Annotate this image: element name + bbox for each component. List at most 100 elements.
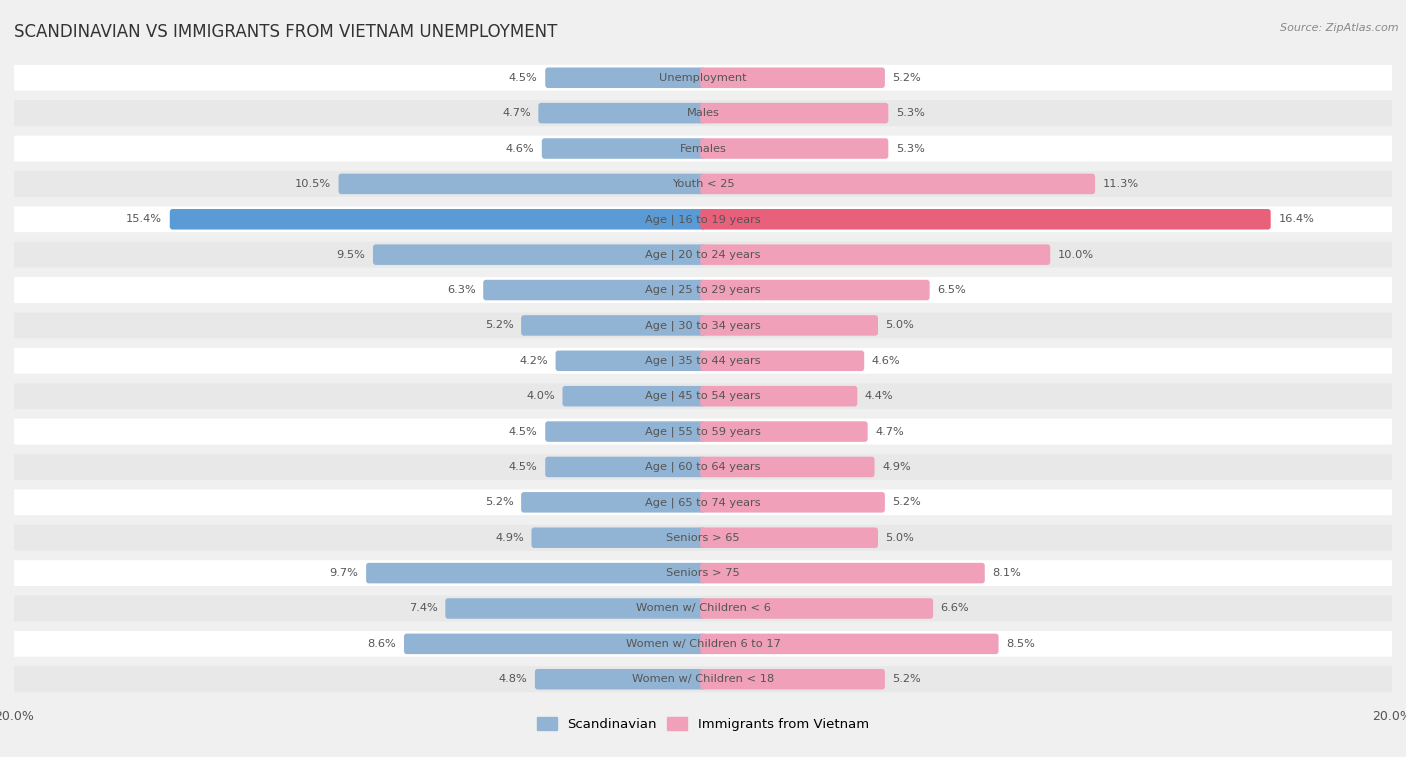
Text: Age | 60 to 64 years: Age | 60 to 64 years (645, 462, 761, 472)
FancyBboxPatch shape (366, 563, 706, 584)
FancyBboxPatch shape (14, 207, 1392, 232)
FancyBboxPatch shape (700, 386, 858, 407)
Text: 5.2%: 5.2% (485, 497, 513, 507)
FancyBboxPatch shape (14, 136, 1392, 161)
Text: 4.6%: 4.6% (872, 356, 900, 366)
Text: 4.2%: 4.2% (519, 356, 548, 366)
FancyBboxPatch shape (700, 598, 934, 618)
FancyBboxPatch shape (14, 454, 1392, 480)
Text: Age | 45 to 54 years: Age | 45 to 54 years (645, 391, 761, 401)
FancyBboxPatch shape (14, 419, 1392, 444)
Text: 5.2%: 5.2% (485, 320, 513, 330)
Text: Age | 25 to 29 years: Age | 25 to 29 years (645, 285, 761, 295)
FancyBboxPatch shape (700, 634, 998, 654)
Text: Unemployment: Unemployment (659, 73, 747, 83)
Text: Age | 55 to 59 years: Age | 55 to 59 years (645, 426, 761, 437)
FancyBboxPatch shape (522, 492, 706, 512)
Text: 11.3%: 11.3% (1102, 179, 1139, 189)
FancyBboxPatch shape (700, 209, 1271, 229)
Text: 4.5%: 4.5% (509, 427, 537, 437)
Text: Seniors > 75: Seniors > 75 (666, 568, 740, 578)
FancyBboxPatch shape (700, 315, 877, 335)
FancyBboxPatch shape (534, 669, 706, 690)
FancyBboxPatch shape (14, 65, 1392, 91)
FancyBboxPatch shape (546, 422, 706, 442)
FancyBboxPatch shape (14, 490, 1392, 516)
Text: Age | 65 to 74 years: Age | 65 to 74 years (645, 497, 761, 508)
FancyBboxPatch shape (14, 383, 1392, 409)
Text: Youth < 25: Youth < 25 (672, 179, 734, 189)
Text: 5.0%: 5.0% (886, 320, 914, 330)
FancyBboxPatch shape (14, 100, 1392, 126)
FancyBboxPatch shape (373, 245, 706, 265)
Text: 4.9%: 4.9% (882, 462, 911, 472)
FancyBboxPatch shape (700, 67, 884, 88)
FancyBboxPatch shape (14, 596, 1392, 621)
FancyBboxPatch shape (14, 631, 1392, 657)
Legend: Scandinavian, Immigrants from Vietnam: Scandinavian, Immigrants from Vietnam (531, 712, 875, 737)
FancyBboxPatch shape (700, 422, 868, 442)
Text: 4.4%: 4.4% (865, 391, 894, 401)
FancyBboxPatch shape (339, 173, 706, 194)
Text: 7.4%: 7.4% (409, 603, 437, 613)
Text: Source: ZipAtlas.com: Source: ZipAtlas.com (1281, 23, 1399, 33)
FancyBboxPatch shape (14, 171, 1392, 197)
FancyBboxPatch shape (170, 209, 706, 229)
Text: 8.6%: 8.6% (368, 639, 396, 649)
Text: Women w/ Children < 18: Women w/ Children < 18 (631, 674, 775, 684)
FancyBboxPatch shape (700, 528, 877, 548)
Text: SCANDINAVIAN VS IMMIGRANTS FROM VIETNAM UNEMPLOYMENT: SCANDINAVIAN VS IMMIGRANTS FROM VIETNAM … (14, 23, 557, 41)
Text: 4.6%: 4.6% (506, 144, 534, 154)
FancyBboxPatch shape (700, 563, 984, 584)
FancyBboxPatch shape (538, 103, 706, 123)
FancyBboxPatch shape (14, 348, 1392, 374)
Text: 9.7%: 9.7% (329, 568, 359, 578)
FancyBboxPatch shape (541, 139, 706, 159)
FancyBboxPatch shape (14, 241, 1392, 267)
Text: 10.0%: 10.0% (1057, 250, 1094, 260)
FancyBboxPatch shape (14, 313, 1392, 338)
Text: 4.7%: 4.7% (502, 108, 531, 118)
Text: 8.5%: 8.5% (1007, 639, 1035, 649)
Text: Women w/ Children < 6: Women w/ Children < 6 (636, 603, 770, 613)
FancyBboxPatch shape (700, 456, 875, 477)
Text: 4.0%: 4.0% (526, 391, 555, 401)
Text: 6.3%: 6.3% (447, 285, 475, 295)
Text: Age | 20 to 24 years: Age | 20 to 24 years (645, 249, 761, 260)
Text: 5.3%: 5.3% (896, 108, 925, 118)
FancyBboxPatch shape (700, 492, 884, 512)
Text: 4.5%: 4.5% (509, 73, 537, 83)
Text: 8.1%: 8.1% (993, 568, 1021, 578)
Text: 4.7%: 4.7% (875, 427, 904, 437)
FancyBboxPatch shape (484, 280, 706, 301)
Text: Seniors > 65: Seniors > 65 (666, 533, 740, 543)
Text: Females: Females (679, 144, 727, 154)
Text: 5.2%: 5.2% (893, 73, 921, 83)
Text: 6.5%: 6.5% (938, 285, 966, 295)
Text: 6.6%: 6.6% (941, 603, 969, 613)
Text: 15.4%: 15.4% (127, 214, 162, 224)
Text: 16.4%: 16.4% (1278, 214, 1315, 224)
FancyBboxPatch shape (700, 245, 1050, 265)
FancyBboxPatch shape (555, 350, 706, 371)
Text: Age | 16 to 19 years: Age | 16 to 19 years (645, 214, 761, 225)
FancyBboxPatch shape (14, 666, 1392, 692)
Text: Age | 35 to 44 years: Age | 35 to 44 years (645, 356, 761, 366)
FancyBboxPatch shape (700, 280, 929, 301)
Text: 10.5%: 10.5% (295, 179, 330, 189)
FancyBboxPatch shape (531, 528, 706, 548)
Text: 9.5%: 9.5% (336, 250, 366, 260)
Text: 4.5%: 4.5% (509, 462, 537, 472)
Text: 5.0%: 5.0% (886, 533, 914, 543)
FancyBboxPatch shape (700, 173, 1095, 194)
Text: 5.3%: 5.3% (896, 144, 925, 154)
Text: 5.2%: 5.2% (893, 497, 921, 507)
Text: 4.8%: 4.8% (499, 674, 527, 684)
FancyBboxPatch shape (14, 277, 1392, 303)
FancyBboxPatch shape (446, 598, 706, 618)
Text: 4.9%: 4.9% (495, 533, 524, 543)
FancyBboxPatch shape (14, 525, 1392, 550)
FancyBboxPatch shape (700, 669, 884, 690)
FancyBboxPatch shape (700, 350, 865, 371)
FancyBboxPatch shape (700, 139, 889, 159)
